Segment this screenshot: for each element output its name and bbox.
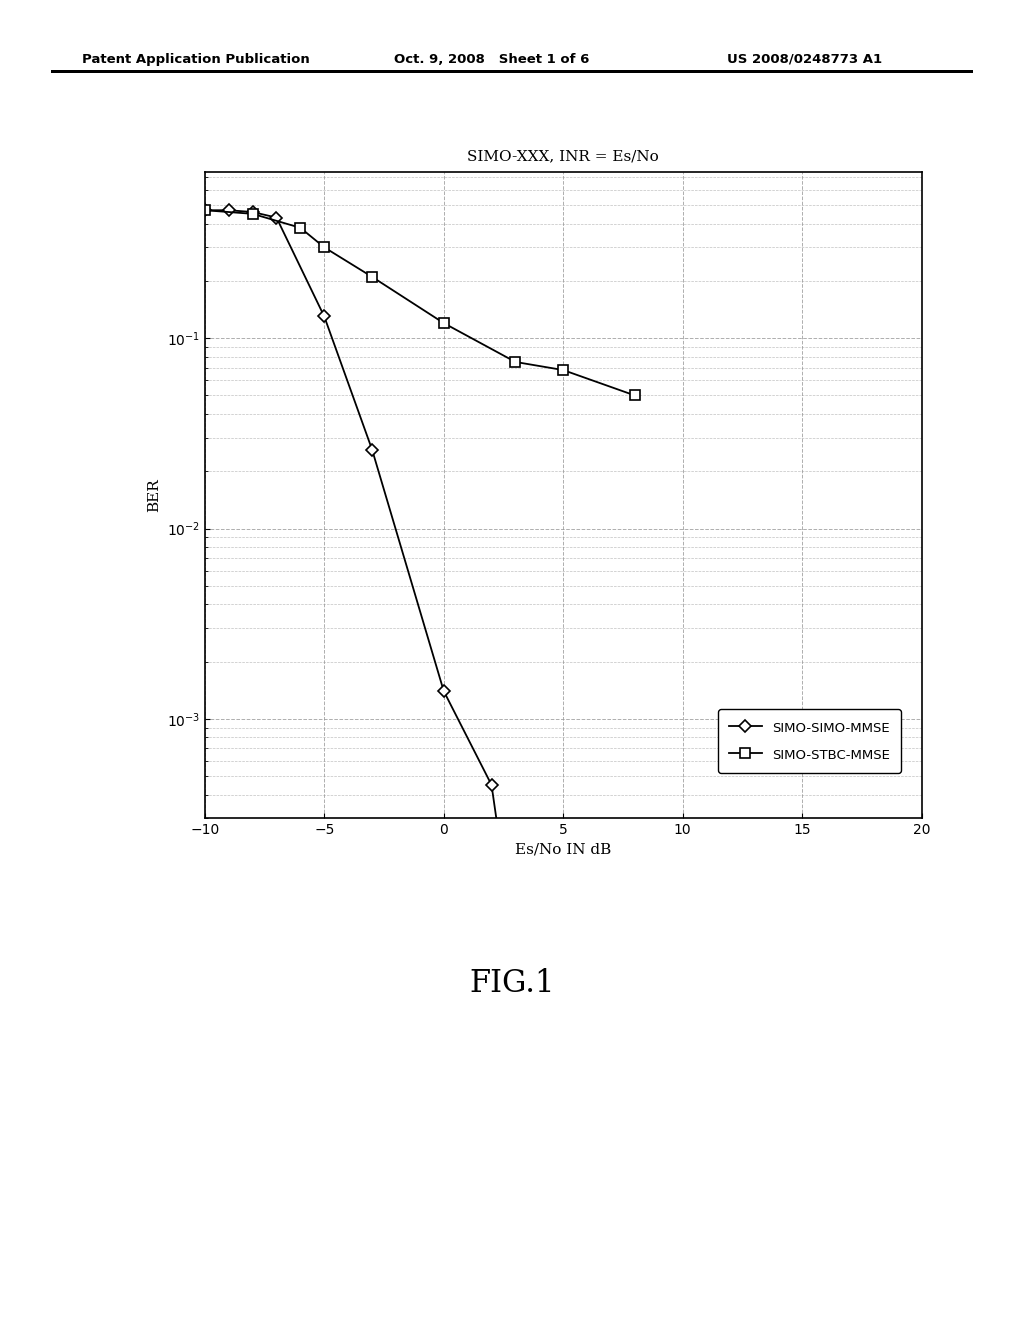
Y-axis label: BER: BER [147,478,161,512]
Title: SIMO-XXX, INR = Es/No: SIMO-XXX, INR = Es/No [467,149,659,164]
SIMO-SIMO-MMSE [485,777,498,793]
Legend: SIMO-SIMO-MMSE, SIMO-STBC-MMSE: SIMO-SIMO-MMSE, SIMO-STBC-MMSE [718,709,901,774]
SIMO-STBC-MMSE [199,202,211,218]
SIMO-SIMO-MMSE [318,309,331,325]
Text: Oct. 9, 2008   Sheet 1 of 6: Oct. 9, 2008 Sheet 1 of 6 [394,53,590,66]
SIMO-STBC-MMSE [318,239,331,255]
SIMO-STBC-MMSE [509,354,521,370]
SIMO-SIMO-MMSE [199,202,211,218]
SIMO-STBC-MMSE [247,206,259,222]
SIMO-STBC-MMSE [437,315,450,331]
SIMO-SIMO-MMSE [534,1059,546,1074]
SIMO-STBC-MMSE [629,388,641,404]
Text: FIG.1: FIG.1 [469,968,555,999]
SIMO-SIMO-MMSE [270,210,283,226]
Line: SIMO-STBC-MMSE: SIMO-STBC-MMSE [200,206,640,400]
X-axis label: Es/No IN dB: Es/No IN dB [515,842,611,857]
SIMO-SIMO-MMSE [437,684,450,700]
SIMO-STBC-MMSE [294,220,306,236]
SIMO-STBC-MMSE [557,362,569,378]
Text: US 2008/0248773 A1: US 2008/0248773 A1 [727,53,882,66]
Text: Patent Application Publication: Patent Application Publication [82,53,309,66]
SIMO-SIMO-MMSE [366,442,378,458]
SIMO-SIMO-MMSE [247,205,259,220]
Line: SIMO-SIMO-MMSE: SIMO-SIMO-MMSE [201,206,544,1071]
SIMO-SIMO-MMSE [509,944,521,960]
SIMO-STBC-MMSE [366,269,378,285]
SIMO-SIMO-MMSE [222,202,234,218]
